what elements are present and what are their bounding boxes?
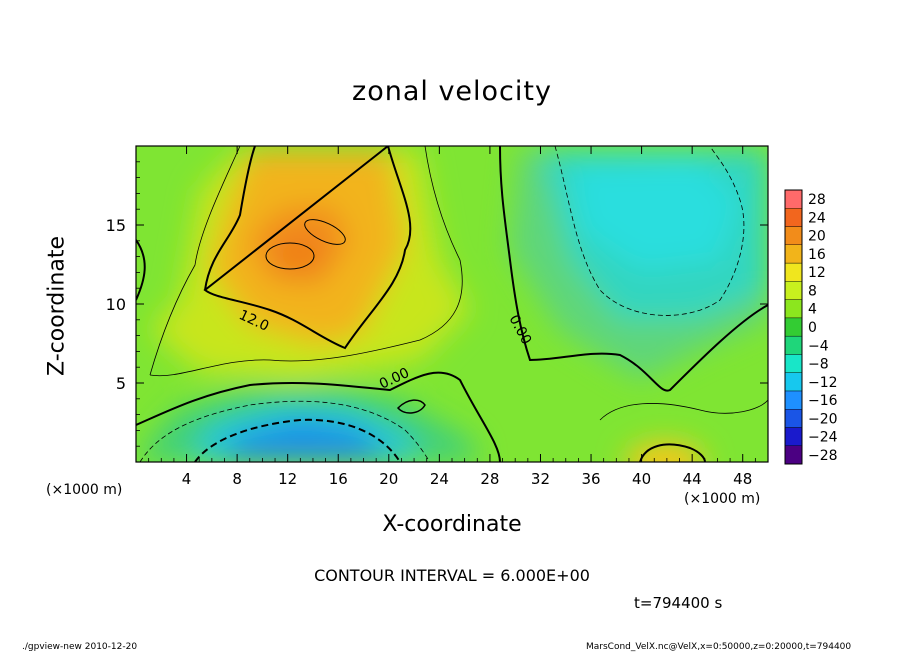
- contour-neg-12: [194, 418, 401, 462]
- x-tick-label: 16: [329, 470, 348, 488]
- contour-12: [203, 146, 412, 350]
- colorbar-band: [784, 390, 803, 410]
- contour-lines: [136, 146, 768, 462]
- colorbar-band: [784, 335, 803, 355]
- chart-title: zonal velocity: [352, 76, 552, 107]
- x-tick-label: 48: [733, 470, 752, 488]
- x-unit-label-left: (×1000 m): [46, 482, 123, 498]
- colorbar-band: [784, 299, 803, 319]
- colorbar-label: 12: [808, 265, 826, 281]
- region-positive-17: [278, 241, 322, 269]
- x-tick-label: 8: [232, 470, 242, 488]
- footer-right: MarsCond_VelX.nc@VelX,x=0:50000,z=0:2000…: [586, 642, 852, 652]
- contour-12-east: [639, 443, 706, 462]
- region-negative-16: [220, 420, 390, 462]
- contour-interval-text: CONTOUR INTERVAL = 6.000E+00: [314, 566, 590, 585]
- y-axis-ticks: 5 10 15: [106, 161, 768, 447]
- x-tick-label: 32: [531, 470, 550, 488]
- x-tick-label: 24: [430, 470, 449, 488]
- contour-18-a: [265, 242, 315, 270]
- colorbar-label: −20: [808, 411, 838, 427]
- colorbar-label: 8: [808, 283, 817, 299]
- colorbar-band: [784, 226, 803, 246]
- colorbar-band: [784, 244, 803, 264]
- contour-6: [149, 146, 463, 377]
- contour-0-west: [136, 239, 146, 301]
- contour-neg-6-west: [139, 400, 431, 462]
- region-negative-east-10: [570, 160, 740, 270]
- y-axis-label: Z-coordinate: [44, 236, 70, 376]
- colorbar-band: [784, 317, 803, 337]
- x-axis-ticks: 4 8 12 16 20 24 28 32 36 40 44 48: [148, 146, 756, 488]
- x-tick-label: 12: [278, 470, 297, 488]
- time-label: t=794400 s: [634, 594, 723, 612]
- y-tick-label: 10: [106, 295, 126, 314]
- colorbar-band: [784, 409, 803, 428]
- x-tick-label: 28: [480, 470, 499, 488]
- colorbar-label: 4: [808, 302, 817, 318]
- contour-18-b: [304, 219, 346, 245]
- footer-left: ./gpview-new 2010-12-20: [22, 642, 138, 652]
- colorbar-band: [784, 262, 803, 282]
- colorbar-band: [784, 445, 803, 465]
- x-tick-label: 20: [379, 470, 398, 488]
- colorbar-label: −12: [808, 375, 838, 391]
- colorbar-label: 20: [808, 229, 826, 245]
- x-tick-label: 4: [182, 470, 192, 488]
- plot-area: 12.0 0.00 0.00: [136, 146, 768, 462]
- colorbar-label: 24: [808, 210, 826, 226]
- colorbar-label: −8: [808, 357, 829, 373]
- colorbar-band: [784, 354, 803, 373]
- contour-neg-6-east: [554, 146, 745, 316]
- colorbar-label: −24: [808, 430, 838, 446]
- x-tick-label: 44: [683, 470, 702, 488]
- colorbar-band: [784, 281, 803, 300]
- colorbar-label: −4: [808, 338, 829, 354]
- colorbar-band: [784, 372, 803, 392]
- contour-6-east: [599, 399, 768, 421]
- colorbar-label: 28: [808, 192, 826, 208]
- colorbar-band: [784, 427, 803, 446]
- y-tick-label: 5: [116, 374, 126, 393]
- contour-0-loop: [396, 399, 426, 414]
- y-tick-label: 15: [106, 216, 126, 235]
- contour-0-main: [136, 146, 768, 462]
- colorbar-label: −28: [808, 448, 838, 464]
- colorbar-label: −16: [808, 393, 838, 409]
- x-tick-label: 36: [581, 470, 600, 488]
- x-tick-label: 40: [632, 470, 651, 488]
- colorbar-frame: [784, 189, 803, 465]
- colorbar: 28 24 20 16 12 8 4 0 −4 −8 −12 −16 −20 −24 −28: [784, 189, 838, 465]
- colorbar-label: 16: [808, 247, 826, 263]
- x-unit-label-right: (×1000 m): [684, 491, 761, 507]
- colorbar-band: [784, 189, 803, 209]
- x-axis-label: X-coordinate: [382, 512, 522, 537]
- colorbar-band: [784, 208, 803, 227]
- field-shading: [140, 150, 768, 462]
- colorbar-label: 0: [808, 320, 817, 336]
